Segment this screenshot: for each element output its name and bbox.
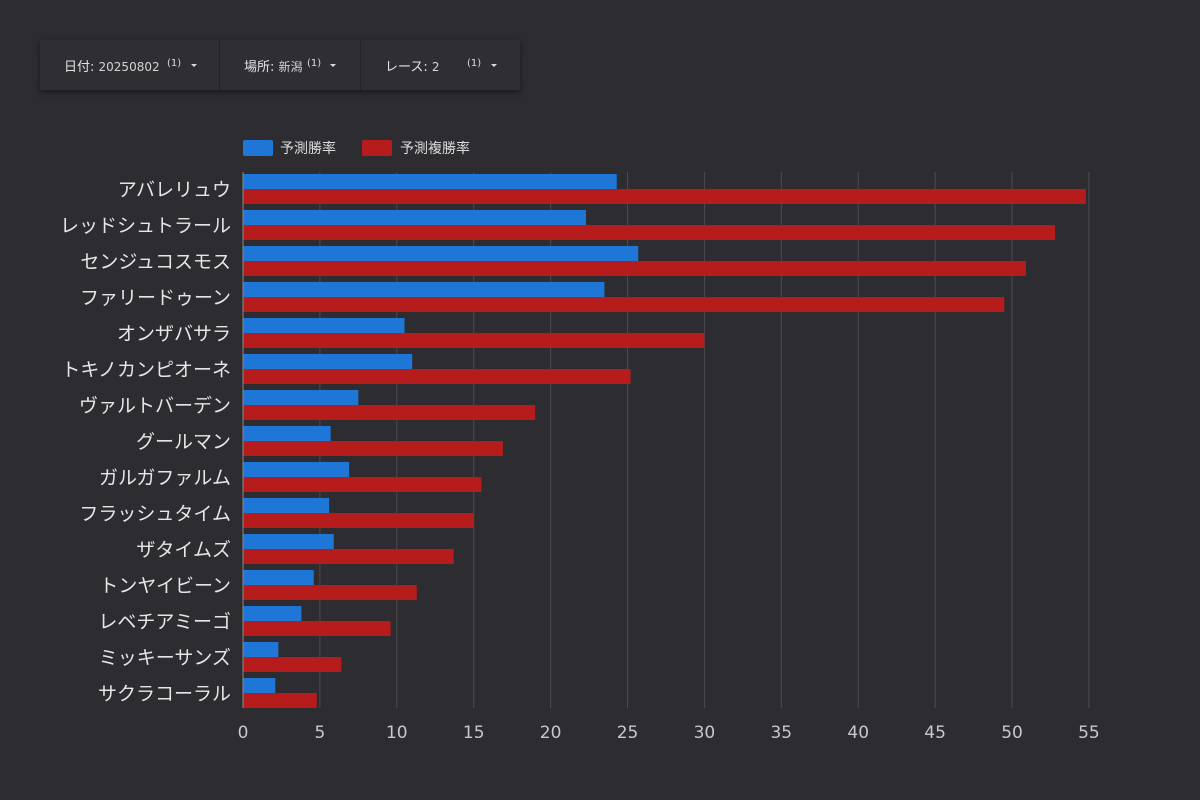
category-label: ガルガファルム bbox=[99, 467, 231, 489]
caret-down-icon bbox=[491, 64, 497, 67]
date-filter-value: 20250802 bbox=[98, 59, 160, 74]
x-tick-label: 35 bbox=[770, 723, 792, 743]
bar-win[interactable] bbox=[243, 498, 330, 513]
venue-filter[interactable]: 場所: 新潟 (1) bbox=[220, 40, 361, 90]
legend-label-place[interactable]: 予測複勝率 bbox=[400, 140, 470, 157]
x-tick-label: 15 bbox=[463, 723, 485, 743]
filter-bar: 日付: 20250802 (1) 場所: 新潟 (1) レース: 2 (1) bbox=[40, 40, 520, 90]
date-filter-label: 日付 bbox=[64, 59, 91, 75]
category-label: ミッキーサンズ bbox=[99, 647, 231, 669]
bar-place[interactable] bbox=[243, 225, 1056, 240]
category-label: オンザバサラ bbox=[117, 323, 231, 345]
bar-place[interactable] bbox=[243, 369, 631, 384]
category-label: トンヤイビーン bbox=[99, 575, 231, 597]
venue-filter-value: 新潟 bbox=[278, 59, 303, 74]
category-label: トキノカンピオーネ bbox=[61, 359, 231, 381]
category-label: レッドシュトラール bbox=[60, 215, 231, 237]
bar-place[interactable] bbox=[243, 441, 503, 456]
bar-place[interactable] bbox=[243, 405, 536, 420]
race-filter-value: 2 bbox=[431, 59, 440, 74]
category-label: フラッシュタイム bbox=[79, 503, 231, 525]
bar-win[interactable] bbox=[243, 210, 586, 225]
bar-place[interactable] bbox=[243, 621, 391, 636]
legend-swatch-place bbox=[362, 140, 392, 156]
x-tick-label: 20 bbox=[540, 723, 562, 743]
x-tick-label: 45 bbox=[924, 723, 946, 743]
category-label: レベチアミーゴ bbox=[98, 611, 231, 633]
x-tick-label: 5 bbox=[314, 723, 325, 743]
category-label: アバレリュウ bbox=[118, 179, 231, 201]
bar-place[interactable] bbox=[243, 513, 474, 528]
race-filter-label: レース bbox=[385, 59, 424, 75]
bar-place[interactable] bbox=[243, 261, 1026, 276]
category-label: ファリードゥーン bbox=[80, 287, 231, 309]
x-tick-label: 40 bbox=[847, 723, 869, 743]
bar-win[interactable] bbox=[243, 390, 359, 405]
bar-win[interactable] bbox=[243, 282, 605, 297]
x-tick-label: 30 bbox=[694, 723, 716, 743]
bar-win[interactable] bbox=[243, 246, 639, 261]
category-label: グールマン bbox=[136, 431, 231, 453]
x-tick-label: 50 bbox=[1001, 723, 1023, 743]
category-label: ヴァルトバーデン bbox=[79, 395, 231, 417]
x-axis-ticks: 0 5 10 15 20 25 30 35 40 45 50 55 bbox=[238, 723, 1100, 743]
bar-win[interactable] bbox=[243, 534, 334, 549]
date-filter[interactable]: 日付: 20250802 (1) bbox=[40, 40, 220, 90]
x-tick-label: 0 bbox=[238, 723, 249, 743]
bar-win[interactable] bbox=[243, 354, 413, 369]
bar-win[interactable] bbox=[243, 174, 617, 189]
category-label: ザタイムズ bbox=[136, 539, 231, 561]
x-tick-label: 25 bbox=[617, 723, 639, 743]
bar-place[interactable] bbox=[243, 189, 1086, 204]
caret-down-icon bbox=[191, 64, 197, 67]
bar-win[interactable] bbox=[243, 570, 314, 585]
x-tick-label: 10 bbox=[386, 723, 408, 743]
race-filter[interactable]: レース: 2 (1) bbox=[361, 40, 520, 90]
race-filter-count: (1) bbox=[467, 58, 482, 69]
legend-label-win[interactable]: 予測勝率 bbox=[280, 140, 336, 157]
bar-place[interactable] bbox=[243, 693, 317, 708]
bars bbox=[243, 174, 1086, 708]
venue-filter-label: 場所 bbox=[244, 59, 271, 75]
caret-down-icon bbox=[330, 64, 336, 67]
category-label: サクラコーラル bbox=[98, 683, 231, 705]
bar-win[interactable] bbox=[243, 462, 350, 477]
category-label: センジュコスモス bbox=[80, 251, 231, 273]
bar-win[interactable] bbox=[243, 642, 279, 657]
bar-win[interactable] bbox=[243, 318, 405, 333]
bar-place[interactable] bbox=[243, 297, 1005, 312]
chart-legend: 予測勝率 予測複勝率 bbox=[243, 140, 470, 157]
bar-place[interactable] bbox=[243, 657, 342, 672]
venue-filter-count: (1) bbox=[307, 58, 322, 69]
legend-swatch-win bbox=[243, 140, 273, 156]
bar-place[interactable] bbox=[243, 585, 417, 600]
bar-win[interactable] bbox=[243, 426, 331, 441]
category-labels: アバレリュウレッドシュトラールセンジュコスモスファリードゥーンオンザバサラトキノ… bbox=[60, 179, 231, 705]
bar-place[interactable] bbox=[243, 549, 454, 564]
date-filter-count: (1) bbox=[167, 58, 182, 69]
bar-place[interactable] bbox=[243, 477, 482, 492]
bar-win[interactable] bbox=[243, 606, 302, 621]
x-tick-label: 55 bbox=[1078, 723, 1100, 743]
bar-place[interactable] bbox=[243, 333, 705, 348]
bar-win[interactable] bbox=[243, 678, 276, 693]
